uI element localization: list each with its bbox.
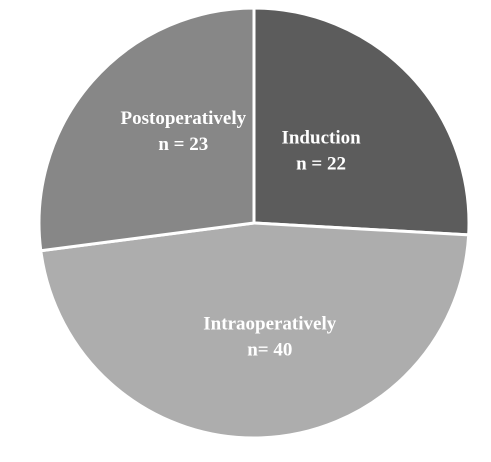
slice-count-induction: n = 22 — [296, 153, 346, 174]
pie-slice-postoperatively — [37, 6, 256, 253]
slices-layer — [37, 6, 471, 440]
pie-slice-induction — [252, 6, 471, 237]
slice-count-postoperatively: n = 23 — [158, 134, 208, 155]
slice-label-intraoperatively: Intraoperatively — [203, 314, 336, 335]
pie-slice-intraoperatively — [39, 221, 471, 440]
slice-count-intraoperatively: n= 40 — [247, 340, 292, 361]
labels-layer: Induction n = 22 Intraoperatively n= 40 Post… — [121, 108, 362, 360]
slice-label-postoperatively: Postoperatively — [121, 108, 247, 129]
slice-label-induction: Induction — [281, 127, 361, 148]
